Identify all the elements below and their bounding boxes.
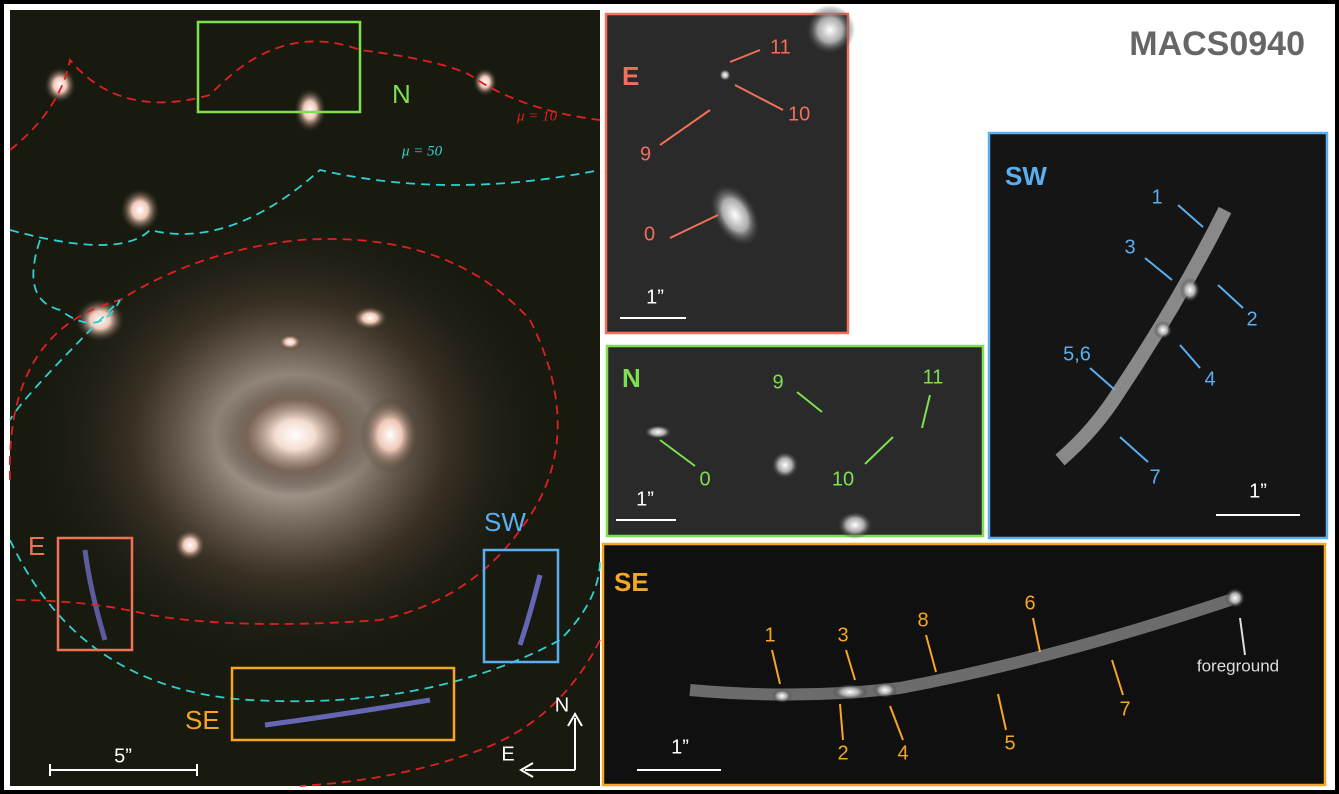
main-panel: N E SW SE μ = 10 μ = 50 5” N E xyxy=(10,10,600,786)
image-label: 2 xyxy=(837,742,848,764)
image-label: 0 xyxy=(644,223,655,245)
inset-n: N 9 11 0 10 1” xyxy=(607,346,983,539)
box-label: SW xyxy=(484,507,526,537)
scale-bar-label: 1” xyxy=(1249,480,1267,502)
box-label: SE xyxy=(185,705,220,735)
compass-label: E xyxy=(501,743,514,765)
inset-e: E 11 10 9 0 1” xyxy=(606,5,855,333)
image-label: 10 xyxy=(832,468,854,490)
image-label: 11 xyxy=(923,366,944,388)
image-label: 11 xyxy=(770,36,791,58)
contour-label: μ = 50 xyxy=(401,143,443,159)
image-label: 9 xyxy=(640,143,651,165)
compass-label: N xyxy=(555,694,569,716)
image-label: 5 xyxy=(1004,732,1015,754)
image-label: 7 xyxy=(1119,698,1130,720)
inset-label: SW xyxy=(1005,161,1047,191)
scale-bar-label: 5” xyxy=(114,745,132,767)
scale-bar-label: 1” xyxy=(671,736,689,758)
image-label: 3 xyxy=(1124,236,1135,258)
image-label: 10 xyxy=(788,103,810,125)
image-label: foreground xyxy=(1197,656,1279,675)
image-label: 1 xyxy=(1151,186,1162,208)
box-label: E xyxy=(28,531,45,561)
image-label: 3 xyxy=(837,624,848,646)
box-label: N xyxy=(392,79,411,109)
image-label: 0 xyxy=(699,468,710,490)
inset-se: SE 1 3 8 6 foreground 2 4 5 7 1” xyxy=(603,544,1325,785)
image-label: 9 xyxy=(772,371,783,393)
image-label: 2 xyxy=(1246,308,1257,330)
image-label: 5,6 xyxy=(1063,343,1091,365)
inset-label: E xyxy=(622,61,639,91)
inset-label: SE xyxy=(614,567,649,597)
scale-bar-label: 1” xyxy=(646,286,664,308)
image-label: 4 xyxy=(897,742,908,764)
image-label: 4 xyxy=(1204,368,1215,390)
contour-label: μ = 10 xyxy=(516,108,558,124)
scale-bar-label: 1” xyxy=(636,488,654,510)
inset-label: N xyxy=(622,363,641,393)
image-label: 8 xyxy=(917,609,928,631)
figure-title: MACS0940 xyxy=(1129,25,1305,63)
inset-sw: SW 1 3 2 4 5,6 7 1” xyxy=(989,133,1327,538)
image-label: 1 xyxy=(764,624,775,646)
image-label: 6 xyxy=(1024,592,1035,614)
image-label: 7 xyxy=(1149,466,1160,488)
figure: N E SW SE μ = 10 μ = 50 5” N E MACS0940 … xyxy=(0,0,1339,794)
